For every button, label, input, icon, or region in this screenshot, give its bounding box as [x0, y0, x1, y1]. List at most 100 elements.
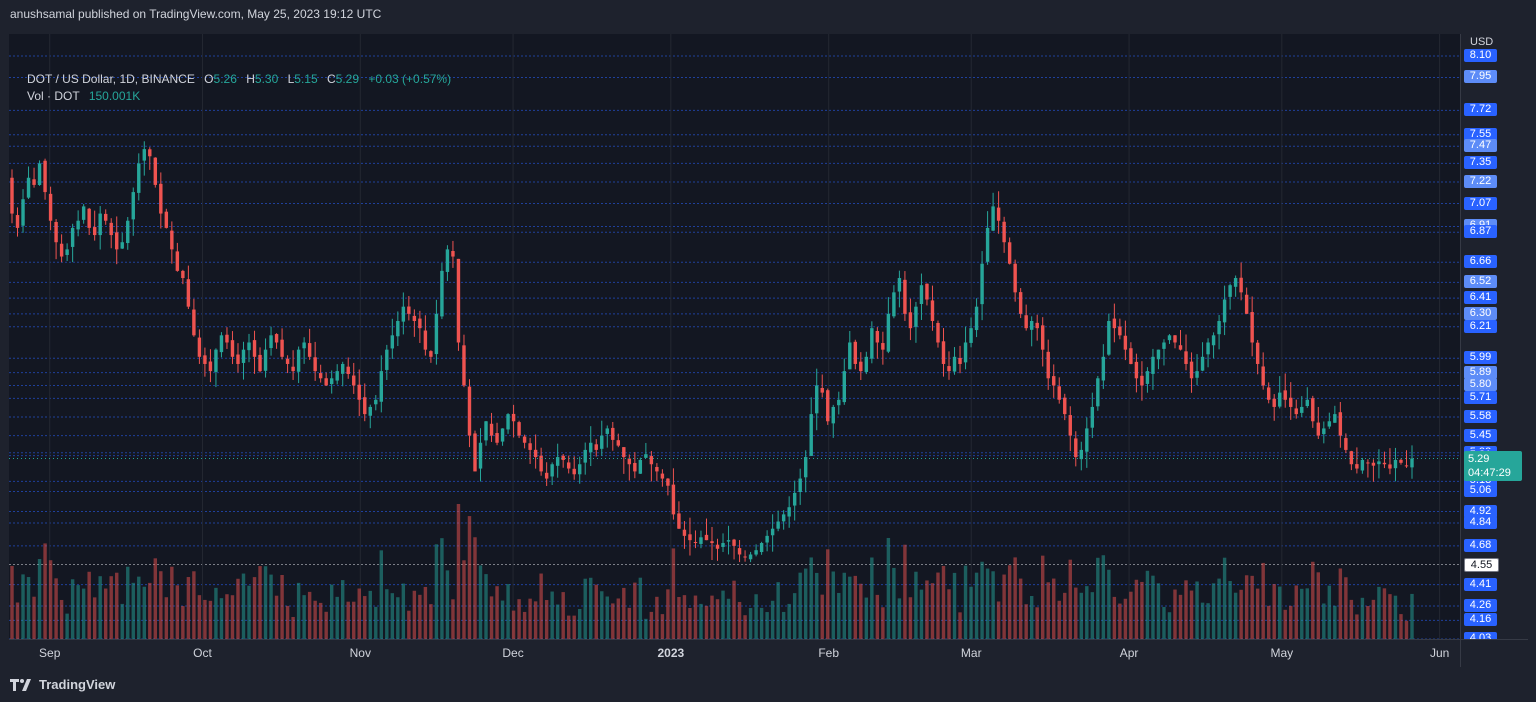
volume-bar: [517, 599, 521, 639]
volume-bar: [1112, 596, 1117, 639]
candle-body: [776, 521, 780, 529]
volume-bar: [1046, 582, 1050, 639]
volume-bar: [831, 571, 835, 639]
volume-bar: [1189, 590, 1194, 639]
candle-body: [440, 270, 444, 317]
volume-bar: [445, 570, 450, 639]
candle-body: [798, 478, 802, 492]
volume-bar: [638, 577, 643, 639]
candle-body: [1404, 465, 1409, 467]
candle-body: [589, 442, 593, 453]
candle-body: [820, 387, 824, 393]
candle-body: [1338, 412, 1343, 436]
candle-body: [1222, 299, 1227, 323]
volume-bar: [688, 608, 692, 639]
volume-bar: [726, 598, 731, 639]
candle-body: [1355, 464, 1359, 469]
volume-bar: [87, 571, 91, 639]
price-chart-plot[interactable]: DOT / US Dollar, 1D, BINANCE O5.26 H5.30…: [9, 34, 1460, 639]
candle-body: [418, 318, 422, 329]
volume-bar: [826, 549, 830, 639]
volume-bar: [59, 599, 64, 639]
candle-body: [638, 459, 643, 474]
volume-bar: [820, 594, 824, 639]
volume-bar: [704, 605, 709, 639]
candle-body: [748, 554, 753, 560]
candle-body: [352, 375, 356, 386]
candle-body: [1344, 438, 1348, 450]
candle-body: [1278, 392, 1282, 407]
volume-bar: [1305, 588, 1309, 639]
candle-body: [985, 227, 990, 262]
candle-body: [533, 449, 538, 458]
candle-body: [1096, 378, 1100, 407]
price-tick-label: 6.30: [1464, 306, 1497, 320]
candle-body: [930, 300, 935, 321]
current-price-badge: 5.29 04:47:29: [1464, 450, 1522, 481]
volume-bar: [732, 580, 736, 639]
candle-body: [109, 222, 113, 236]
candle-body: [963, 342, 968, 363]
volume-bar: [186, 577, 191, 639]
candle-body: [59, 243, 64, 257]
legend-low-value: 5.15: [294, 72, 318, 86]
volume-bar: [1002, 574, 1006, 639]
volume-bar: [10, 565, 14, 639]
volume-bar: [1129, 591, 1133, 639]
time-axis[interactable]: Sep Oct Nov Dec 2023 Feb Mar Apr May Jun: [9, 639, 1460, 667]
candle-body: [991, 206, 995, 231]
legend-volume-row: Vol · DOT 150.001K: [27, 88, 451, 105]
candle-body: [186, 279, 191, 307]
legend-symbol[interactable]: DOT / US Dollar, 1D, BINANCE: [27, 72, 195, 86]
volume-bar: [252, 577, 257, 639]
candle-body: [324, 378, 328, 386]
volume-bar: [798, 572, 802, 639]
candle-body: [335, 371, 339, 381]
candle-body: [1118, 326, 1122, 336]
volume-bar: [1316, 572, 1321, 639]
price-tick-label: 6.66: [1464, 255, 1497, 269]
price-axis[interactable]: 8.107.957.727.557.477.357.227.076.916.87…: [1460, 34, 1528, 639]
volume-bar: [1388, 594, 1392, 639]
candle-body: [291, 366, 295, 372]
price-tick-label: 4.55: [1464, 557, 1499, 572]
candle-body: [103, 213, 108, 221]
time-tick-label: Jun: [1429, 646, 1450, 660]
candle-body: [1255, 342, 1260, 364]
volume-bar: [274, 595, 279, 639]
volume-bar: [401, 583, 406, 639]
candle-body: [269, 335, 273, 349]
candle-body: [412, 315, 417, 321]
volume-bar: [1382, 588, 1387, 639]
candle-body: [594, 444, 598, 450]
candle-body: [936, 322, 940, 343]
legend-volume-label[interactable]: Vol · DOT: [27, 89, 80, 103]
volume-bar: [1377, 586, 1381, 639]
volume-bar: [1289, 605, 1293, 639]
volume-bar: [1184, 580, 1188, 639]
candle-body: [456, 258, 461, 343]
volume-bar: [115, 572, 119, 639]
candle-body: [1123, 335, 1128, 350]
volume-bar: [203, 599, 207, 639]
candle-body: [633, 462, 637, 472]
tradingview-logo[interactable]: TradingView: [10, 677, 115, 692]
volume-bar: [467, 516, 472, 639]
legend-ohlc-row: DOT / US Dollar, 1D, BINANCE O5.26 H5.30…: [27, 71, 451, 88]
candle-body: [1261, 366, 1265, 386]
candle-body: [313, 357, 317, 372]
volume-bar: [473, 537, 477, 639]
candle-body: [423, 330, 428, 350]
volume-bar: [32, 596, 36, 639]
volume-bar: [48, 560, 53, 639]
volume-bar: [1035, 607, 1039, 639]
volume-bar: [142, 586, 146, 639]
candle-body: [1272, 398, 1276, 407]
candle-body: [15, 215, 20, 228]
volume-bar: [1123, 598, 1128, 639]
volume-bar: [1261, 562, 1265, 639]
candle-body: [241, 349, 246, 363]
volume-bar: [1018, 578, 1023, 639]
price-tick-label: 6.21: [1464, 319, 1497, 333]
volume-bar: [379, 550, 383, 639]
